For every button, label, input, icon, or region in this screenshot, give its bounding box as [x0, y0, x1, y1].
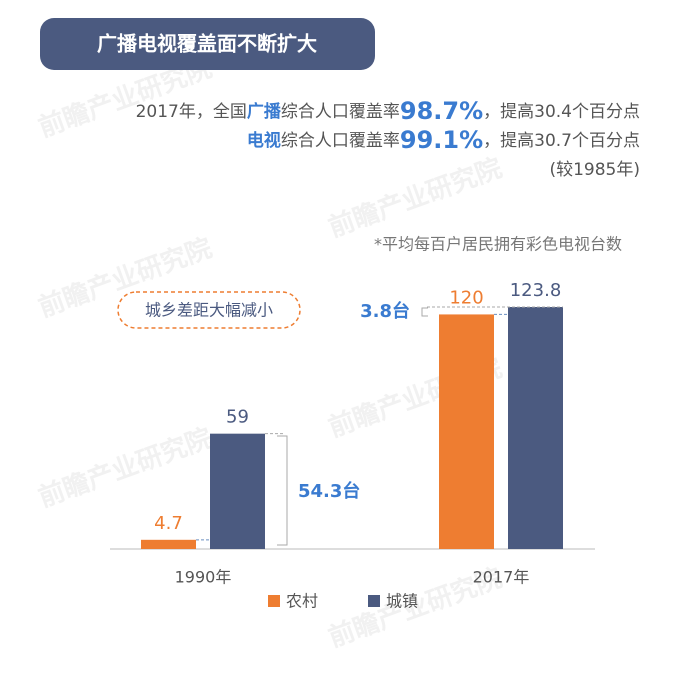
summary-text: ，提高30.4个百分点	[483, 102, 640, 122]
gap-bracket	[421, 307, 428, 317]
summary-rate: 99.1%	[400, 126, 483, 154]
summary-highlight: 电视	[247, 130, 281, 151]
summary-text: 2017年，全国	[136, 102, 247, 122]
gap-bracket	[277, 435, 288, 546]
gap-label: 3.8台	[360, 300, 410, 322]
summary-text: 综合人口覆盖率	[281, 131, 400, 151]
gap-label: 54.3台	[298, 480, 360, 502]
value-label: 4.7	[154, 513, 183, 534]
x-tick-label: 2017年	[473, 568, 530, 587]
callout-box	[117, 291, 301, 329]
summary-text: ，提高30.7个百分点	[483, 131, 640, 151]
legend-label: 城镇	[386, 592, 418, 611]
value-label: 59	[226, 407, 249, 428]
note: *平均每百户居民拥有彩色电视台数	[374, 235, 622, 254]
callout: 城乡差距大幅减小	[145, 301, 273, 320]
summary-line: 2017年，全国广播综合人口覆盖率98.7%，提高30.4个百分点	[136, 97, 640, 125]
chart-title: 广播电视覆盖面不断扩大	[97, 32, 317, 56]
summary-line: (较1985年)	[549, 160, 640, 180]
legend-swatch	[368, 595, 380, 607]
bar	[210, 433, 265, 549]
legend: 农村 城镇	[268, 592, 418, 611]
legend-label: 农村	[286, 592, 318, 611]
bar	[439, 314, 494, 549]
legend-swatch	[268, 595, 280, 607]
summary-rate: 98.7%	[400, 97, 483, 125]
value-label: 123.8	[510, 280, 562, 301]
watermark: 前瞻产业研究院	[324, 152, 506, 243]
summary-text: 综合人口覆盖率	[281, 102, 400, 122]
summary-line: 电视综合人口覆盖率99.1%，提高30.7个百分点	[247, 126, 640, 154]
summary-highlight: 广播	[247, 101, 282, 122]
bar	[508, 307, 563, 549]
x-tick-label: 1990年	[175, 568, 232, 587]
value-label: 120	[449, 287, 483, 308]
watermark: 前瞻产业研究院	[34, 422, 216, 513]
bar	[141, 539, 196, 549]
title-pill	[40, 18, 375, 70]
